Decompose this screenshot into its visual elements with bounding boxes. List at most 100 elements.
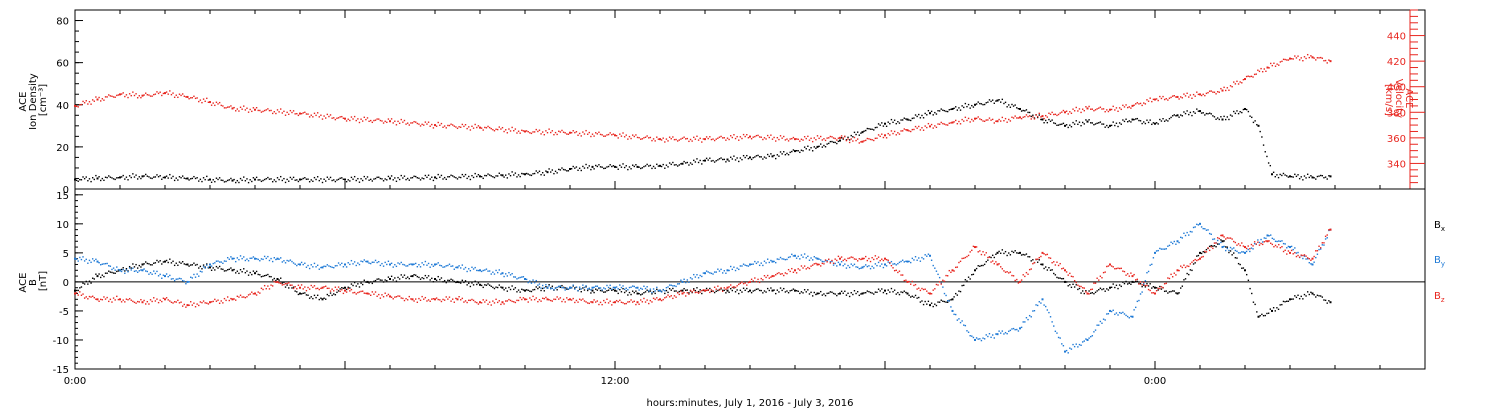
velocity-sample bbox=[760, 136, 762, 138]
field-sample bbox=[493, 302, 496, 304]
field-sample bbox=[562, 287, 565, 289]
velocity-sample bbox=[791, 137, 793, 140]
density-point bbox=[951, 107, 954, 110]
velocity-point bbox=[254, 108, 256, 111]
velocity-sample bbox=[488, 126, 491, 129]
velocity-point bbox=[951, 121, 954, 124]
field-sample bbox=[522, 276, 525, 278]
field-sample bbox=[683, 291, 685, 294]
field-sample bbox=[628, 291, 631, 294]
field-sample bbox=[820, 259, 822, 261]
field-sample bbox=[641, 301, 644, 303]
field-point bbox=[1019, 327, 1021, 330]
field-point bbox=[119, 298, 121, 301]
velocity-sample bbox=[472, 127, 475, 129]
velocity-sample bbox=[898, 133, 901, 135]
field-sample bbox=[983, 254, 986, 256]
field-sample bbox=[194, 306, 197, 308]
field-sample bbox=[967, 276, 970, 278]
density-sample bbox=[1090, 122, 1092, 124]
field-sample bbox=[1110, 310, 1113, 313]
field-sample bbox=[1308, 261, 1310, 264]
density-sample bbox=[993, 102, 995, 104]
field-sample bbox=[670, 289, 672, 291]
velocity-sample bbox=[220, 104, 222, 107]
field-sample bbox=[516, 299, 518, 302]
density-sample bbox=[310, 179, 312, 181]
field-sample bbox=[783, 258, 785, 260]
velocity-sample bbox=[1268, 67, 1270, 69]
field-sample bbox=[148, 273, 150, 275]
velocity-sample bbox=[680, 138, 682, 140]
velocity-sample bbox=[156, 91, 158, 93]
field-sample bbox=[159, 260, 161, 262]
field-sample bbox=[779, 287, 782, 289]
field-sample bbox=[900, 291, 902, 293]
field-sample bbox=[1106, 288, 1108, 290]
field-sample bbox=[585, 301, 587, 303]
field-sample bbox=[376, 278, 378, 280]
velocity-sample bbox=[858, 142, 860, 144]
field-sample bbox=[946, 275, 949, 277]
field-sample bbox=[837, 293, 840, 295]
velocity-sample bbox=[881, 133, 883, 135]
field-sample bbox=[955, 313, 957, 316]
field-sample bbox=[1157, 287, 1159, 290]
velocity-sample bbox=[530, 132, 533, 135]
density-sample bbox=[130, 176, 132, 179]
velocity-sample bbox=[1253, 73, 1256, 76]
field-sample bbox=[432, 298, 435, 300]
field-sample bbox=[466, 301, 468, 304]
density-sample bbox=[95, 174, 97, 177]
field-sample bbox=[580, 288, 582, 290]
field-sample bbox=[596, 289, 599, 291]
field-sample bbox=[995, 253, 997, 256]
field-sample bbox=[1016, 328, 1018, 331]
field-sample bbox=[177, 299, 179, 302]
field-sample bbox=[892, 291, 894, 293]
velocity-sample bbox=[1053, 113, 1055, 116]
field-sample bbox=[318, 298, 320, 301]
field-sample bbox=[260, 275, 263, 278]
velocity-sample bbox=[1027, 115, 1029, 118]
field-sample bbox=[257, 273, 259, 276]
density-sample bbox=[657, 165, 660, 167]
field-sample bbox=[834, 262, 836, 265]
field-sample bbox=[500, 286, 502, 288]
field-sample bbox=[959, 260, 962, 263]
field-sample bbox=[474, 266, 476, 269]
field-sample bbox=[1279, 247, 1282, 249]
field-sample bbox=[572, 285, 574, 287]
field-sample bbox=[460, 299, 462, 301]
velocity-sample bbox=[786, 138, 788, 140]
field-sample bbox=[1277, 308, 1280, 311]
velocity-sample bbox=[1003, 119, 1005, 122]
velocity-sample bbox=[505, 129, 507, 131]
field-sample bbox=[1036, 304, 1039, 307]
field-sample bbox=[427, 275, 430, 277]
velocity-sample bbox=[352, 118, 354, 120]
density-sample bbox=[1012, 105, 1015, 107]
field-point bbox=[1266, 234, 1269, 237]
field-sample bbox=[1061, 268, 1063, 270]
density-sample bbox=[165, 175, 168, 177]
density-sample bbox=[263, 178, 266, 181]
field-sample bbox=[488, 301, 491, 303]
field-sample bbox=[1011, 328, 1013, 330]
field-sample bbox=[1093, 331, 1095, 333]
field-sample bbox=[1282, 242, 1285, 245]
density-sample bbox=[79, 178, 81, 181]
density-sample bbox=[193, 175, 195, 178]
velocity-sample bbox=[421, 123, 423, 126]
velocity-sample bbox=[1001, 116, 1004, 119]
field-sample bbox=[124, 301, 126, 303]
velocity-sample bbox=[132, 91, 134, 93]
field-sample bbox=[548, 299, 550, 301]
density-sample bbox=[268, 178, 271, 180]
field-sample bbox=[109, 265, 112, 267]
velocity-sample bbox=[501, 126, 504, 129]
density-sample bbox=[214, 180, 216, 183]
density-sample bbox=[423, 177, 425, 180]
field-sample bbox=[1009, 329, 1012, 332]
field-sample bbox=[1017, 330, 1020, 332]
